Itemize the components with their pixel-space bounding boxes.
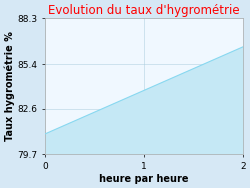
Y-axis label: Taux hygrométrie %: Taux hygrométrie % (4, 31, 15, 141)
X-axis label: heure par heure: heure par heure (99, 174, 189, 184)
Title: Evolution du taux d'hygrométrie: Evolution du taux d'hygrométrie (48, 4, 240, 17)
